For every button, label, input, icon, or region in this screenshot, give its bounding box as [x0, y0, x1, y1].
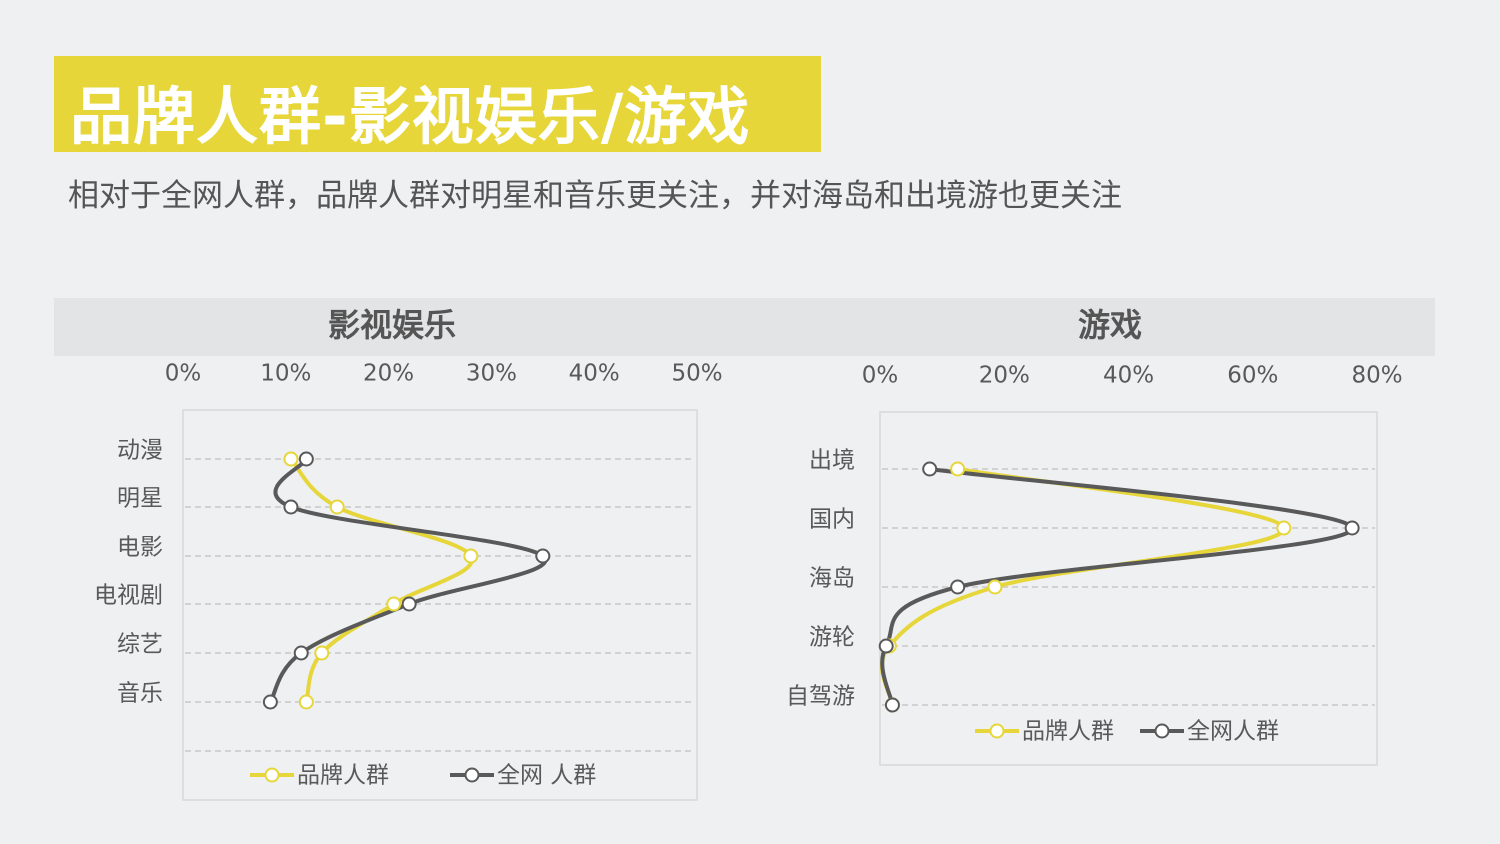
legend-marker: [989, 723, 1005, 739]
data-point: [1344, 520, 1360, 536]
x-tick-label: 20%: [363, 361, 414, 387]
legend-marker: [1154, 723, 1170, 739]
plot-frame: [182, 409, 698, 801]
legend-label: 全网人群: [1187, 719, 1279, 745]
x-tick-label: 30%: [466, 361, 517, 387]
data-point: [884, 697, 900, 713]
legend-marker: [464, 767, 480, 783]
legend-marker: [264, 767, 280, 783]
data-point: [463, 548, 479, 564]
category-label: 电影: [117, 535, 163, 561]
x-tick-label: 80%: [1351, 363, 1402, 389]
data-point: [878, 638, 894, 654]
data-point: [386, 596, 402, 612]
category-label: 动漫: [117, 438, 163, 464]
data-point: [922, 461, 938, 477]
series-line-0: [288, 457, 474, 704]
charts-header-band: [54, 298, 1435, 356]
data-point: [262, 694, 278, 710]
data-point: [298, 694, 314, 710]
category-label: 出境: [809, 448, 855, 474]
x-tick-label: 20%: [979, 363, 1030, 389]
data-point: [950, 461, 966, 477]
category-label: 音乐: [117, 681, 163, 707]
page-subtitle: 相对于全网人群，品牌人群对明星和音乐更关注，并对海岛和出境游也更关注: [68, 178, 1122, 214]
x-tick-label: 10%: [260, 361, 311, 387]
data-point: [987, 579, 1003, 595]
data-point: [298, 451, 314, 467]
category-label: 综艺: [117, 632, 163, 658]
category-label: 自驾游: [786, 684, 855, 710]
chart-title-games: 游戏: [1078, 306, 1143, 344]
page-title: 品牌人群-影视娱乐/游戏: [70, 80, 751, 153]
data-point: [329, 499, 345, 515]
title-banner: 品牌人群-影视娱乐/游戏: [54, 56, 821, 153]
category-label: 游轮: [809, 625, 855, 651]
x-tick-label: 40%: [569, 361, 620, 387]
x-tick-label: 60%: [1227, 363, 1278, 389]
data-point: [283, 499, 299, 515]
x-tick-label: 0%: [165, 361, 202, 387]
x-tick-label: 0%: [862, 363, 899, 389]
legend-label: 全网 人群: [497, 763, 596, 789]
category-label: 国内: [809, 507, 855, 533]
plot-frame: [879, 411, 1378, 766]
data-point: [535, 548, 551, 564]
x-tick-label: 40%: [1103, 363, 1154, 389]
x-tick-label: 50%: [671, 361, 722, 387]
legend-label: 品牌人群: [1022, 719, 1114, 745]
data-point: [283, 451, 299, 467]
chart-title-entertainment: 影视娱乐: [328, 306, 457, 344]
category-label: 海岛: [809, 566, 855, 592]
data-point: [314, 645, 330, 661]
data-point: [950, 579, 966, 595]
data-point: [293, 645, 309, 661]
data-point: [1276, 520, 1292, 536]
category-label: 明星: [117, 486, 163, 512]
data-point: [401, 596, 417, 612]
legend-label: 品牌人群: [297, 763, 389, 789]
category-label: 电视剧: [94, 583, 163, 609]
